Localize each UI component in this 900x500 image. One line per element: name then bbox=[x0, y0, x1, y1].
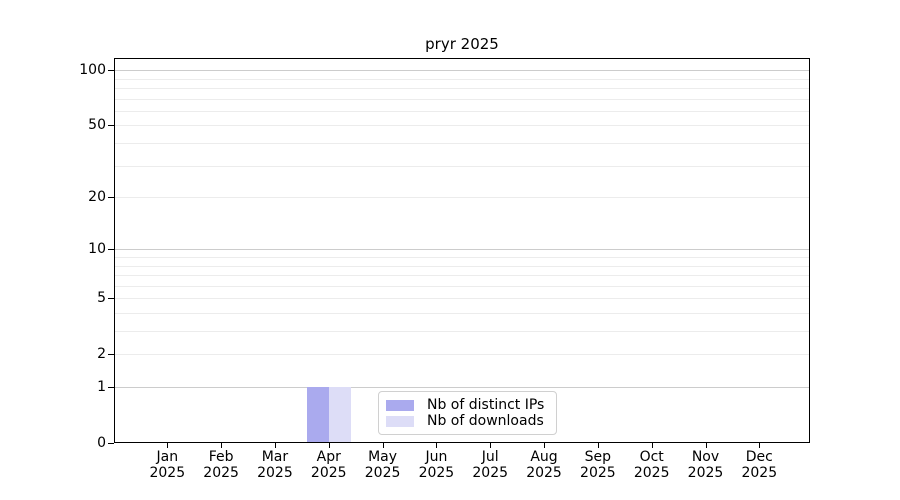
gridline-minor bbox=[115, 125, 809, 127]
gridline-minor bbox=[115, 331, 809, 333]
x-tick-label: Sep 2025 bbox=[566, 449, 630, 481]
x-tick bbox=[490, 443, 492, 448]
x-tick-month: Jan bbox=[156, 449, 179, 465]
x-tick-year: 2025 bbox=[633, 465, 670, 481]
gridline-minor bbox=[115, 257, 809, 258]
legend-swatch-downloads bbox=[386, 415, 414, 427]
x-tick-label: Nov 2025 bbox=[674, 449, 738, 481]
y-tick-label: 0 bbox=[97, 435, 106, 451]
gridline-minor bbox=[115, 165, 809, 167]
y-tick-label: 2 bbox=[97, 346, 106, 363]
legend-swatch-distinct-ips bbox=[386, 399, 414, 411]
x-tick-month: Aug bbox=[530, 449, 558, 465]
gridline-minor bbox=[115, 98, 809, 100]
y-tick bbox=[108, 298, 114, 299]
x-tick-year: 2025 bbox=[364, 465, 401, 481]
x-tick bbox=[436, 443, 438, 448]
gridline-minor bbox=[115, 354, 809, 356]
x-tick-label: May 2025 bbox=[351, 449, 415, 481]
gridline-minor bbox=[115, 298, 809, 300]
gridline-minor bbox=[115, 197, 809, 199]
legend-row: Nb of distinct IPs bbox=[386, 397, 550, 413]
y-tick bbox=[108, 249, 114, 250]
x-tick-label: Dec 2025 bbox=[727, 449, 791, 481]
x-tick-month: Feb bbox=[208, 449, 234, 465]
gridline-minor bbox=[115, 265, 809, 267]
gridline-major bbox=[115, 70, 809, 72]
x-tick-year: 2025 bbox=[418, 465, 455, 481]
x-tick-month: Sep bbox=[584, 449, 612, 465]
gridline-minor bbox=[115, 88, 809, 90]
x-tick bbox=[167, 443, 169, 448]
y-tick bbox=[108, 70, 114, 71]
x-tick-label: Jul 2025 bbox=[458, 449, 522, 481]
x-tick bbox=[597, 443, 599, 448]
x-tick-month: May bbox=[368, 449, 398, 465]
y-tick-label: 100 bbox=[79, 62, 106, 79]
x-tick-year: 2025 bbox=[310, 465, 347, 481]
gridline-minor bbox=[115, 285, 809, 287]
gridline-major bbox=[115, 387, 809, 388]
bar-distinct-ips-apr bbox=[306, 387, 329, 442]
y-tick bbox=[108, 354, 114, 355]
x-tick bbox=[544, 443, 546, 448]
x-tick bbox=[382, 443, 384, 448]
x-tick-label: Apr 2025 bbox=[297, 449, 361, 481]
chart-title: pryr 2025 bbox=[425, 35, 499, 53]
x-tick-year: 2025 bbox=[149, 465, 186, 481]
legend-label-distinct-ips: Nb of distinct IPs bbox=[427, 397, 545, 413]
x-tick bbox=[328, 443, 330, 448]
x-tick bbox=[759, 443, 761, 448]
x-tick-month: Dec bbox=[745, 449, 773, 465]
y-tick-label: 20 bbox=[88, 189, 106, 206]
x-tick-label: Mar 2025 bbox=[243, 449, 307, 481]
y-tick bbox=[108, 443, 114, 444]
legend: Nb of distinct IPs Nb of downloads bbox=[378, 391, 557, 435]
bar-downloads-apr bbox=[328, 387, 351, 442]
gridline-minor bbox=[115, 78, 809, 80]
x-tick-year: 2025 bbox=[203, 465, 239, 481]
x-tick-month: Nov bbox=[691, 449, 720, 465]
gridline-major bbox=[115, 249, 809, 251]
x-tick-label: Aug 2025 bbox=[512, 449, 576, 481]
x-tick-year: 2025 bbox=[580, 465, 616, 481]
legend-label-downloads: Nb of downloads bbox=[427, 413, 544, 429]
x-tick-year: 2025 bbox=[526, 465, 562, 481]
x-tick-year: 2025 bbox=[687, 465, 724, 481]
y-tick bbox=[108, 125, 114, 126]
x-tick bbox=[651, 443, 653, 448]
gridline-minor bbox=[115, 110, 809, 112]
y-tick bbox=[108, 197, 114, 198]
x-tick bbox=[221, 443, 223, 448]
x-tick bbox=[274, 443, 276, 448]
x-tick bbox=[705, 443, 707, 448]
plot-area bbox=[114, 58, 810, 443]
gridline-minor bbox=[115, 313, 809, 314]
x-tick-month: Mar bbox=[261, 449, 289, 465]
x-tick-year: 2025 bbox=[257, 465, 293, 481]
x-tick-year: 2025 bbox=[741, 465, 778, 481]
x-tick-month: Oct bbox=[639, 449, 664, 465]
x-tick-month: Apr bbox=[316, 449, 341, 465]
y-tick-label: 10 bbox=[88, 241, 106, 258]
y-tick-label: 5 bbox=[97, 290, 106, 307]
legend-row: Nb of downloads bbox=[386, 413, 550, 429]
gridline-minor bbox=[115, 143, 809, 145]
x-tick-month: Jul bbox=[481, 449, 499, 465]
y-tick-label: 1 bbox=[97, 379, 106, 395]
x-tick-label: Jun 2025 bbox=[404, 449, 468, 481]
y-tick-label: 50 bbox=[88, 117, 106, 134]
x-tick-month: Jun bbox=[425, 449, 448, 465]
y-tick bbox=[108, 387, 114, 388]
x-tick-year: 2025 bbox=[472, 465, 509, 481]
x-tick-label: Jan 2025 bbox=[135, 449, 199, 481]
gridline-minor bbox=[115, 275, 809, 277]
x-tick-label: Oct 2025 bbox=[620, 449, 684, 481]
x-tick-label: Feb 2025 bbox=[189, 449, 253, 481]
